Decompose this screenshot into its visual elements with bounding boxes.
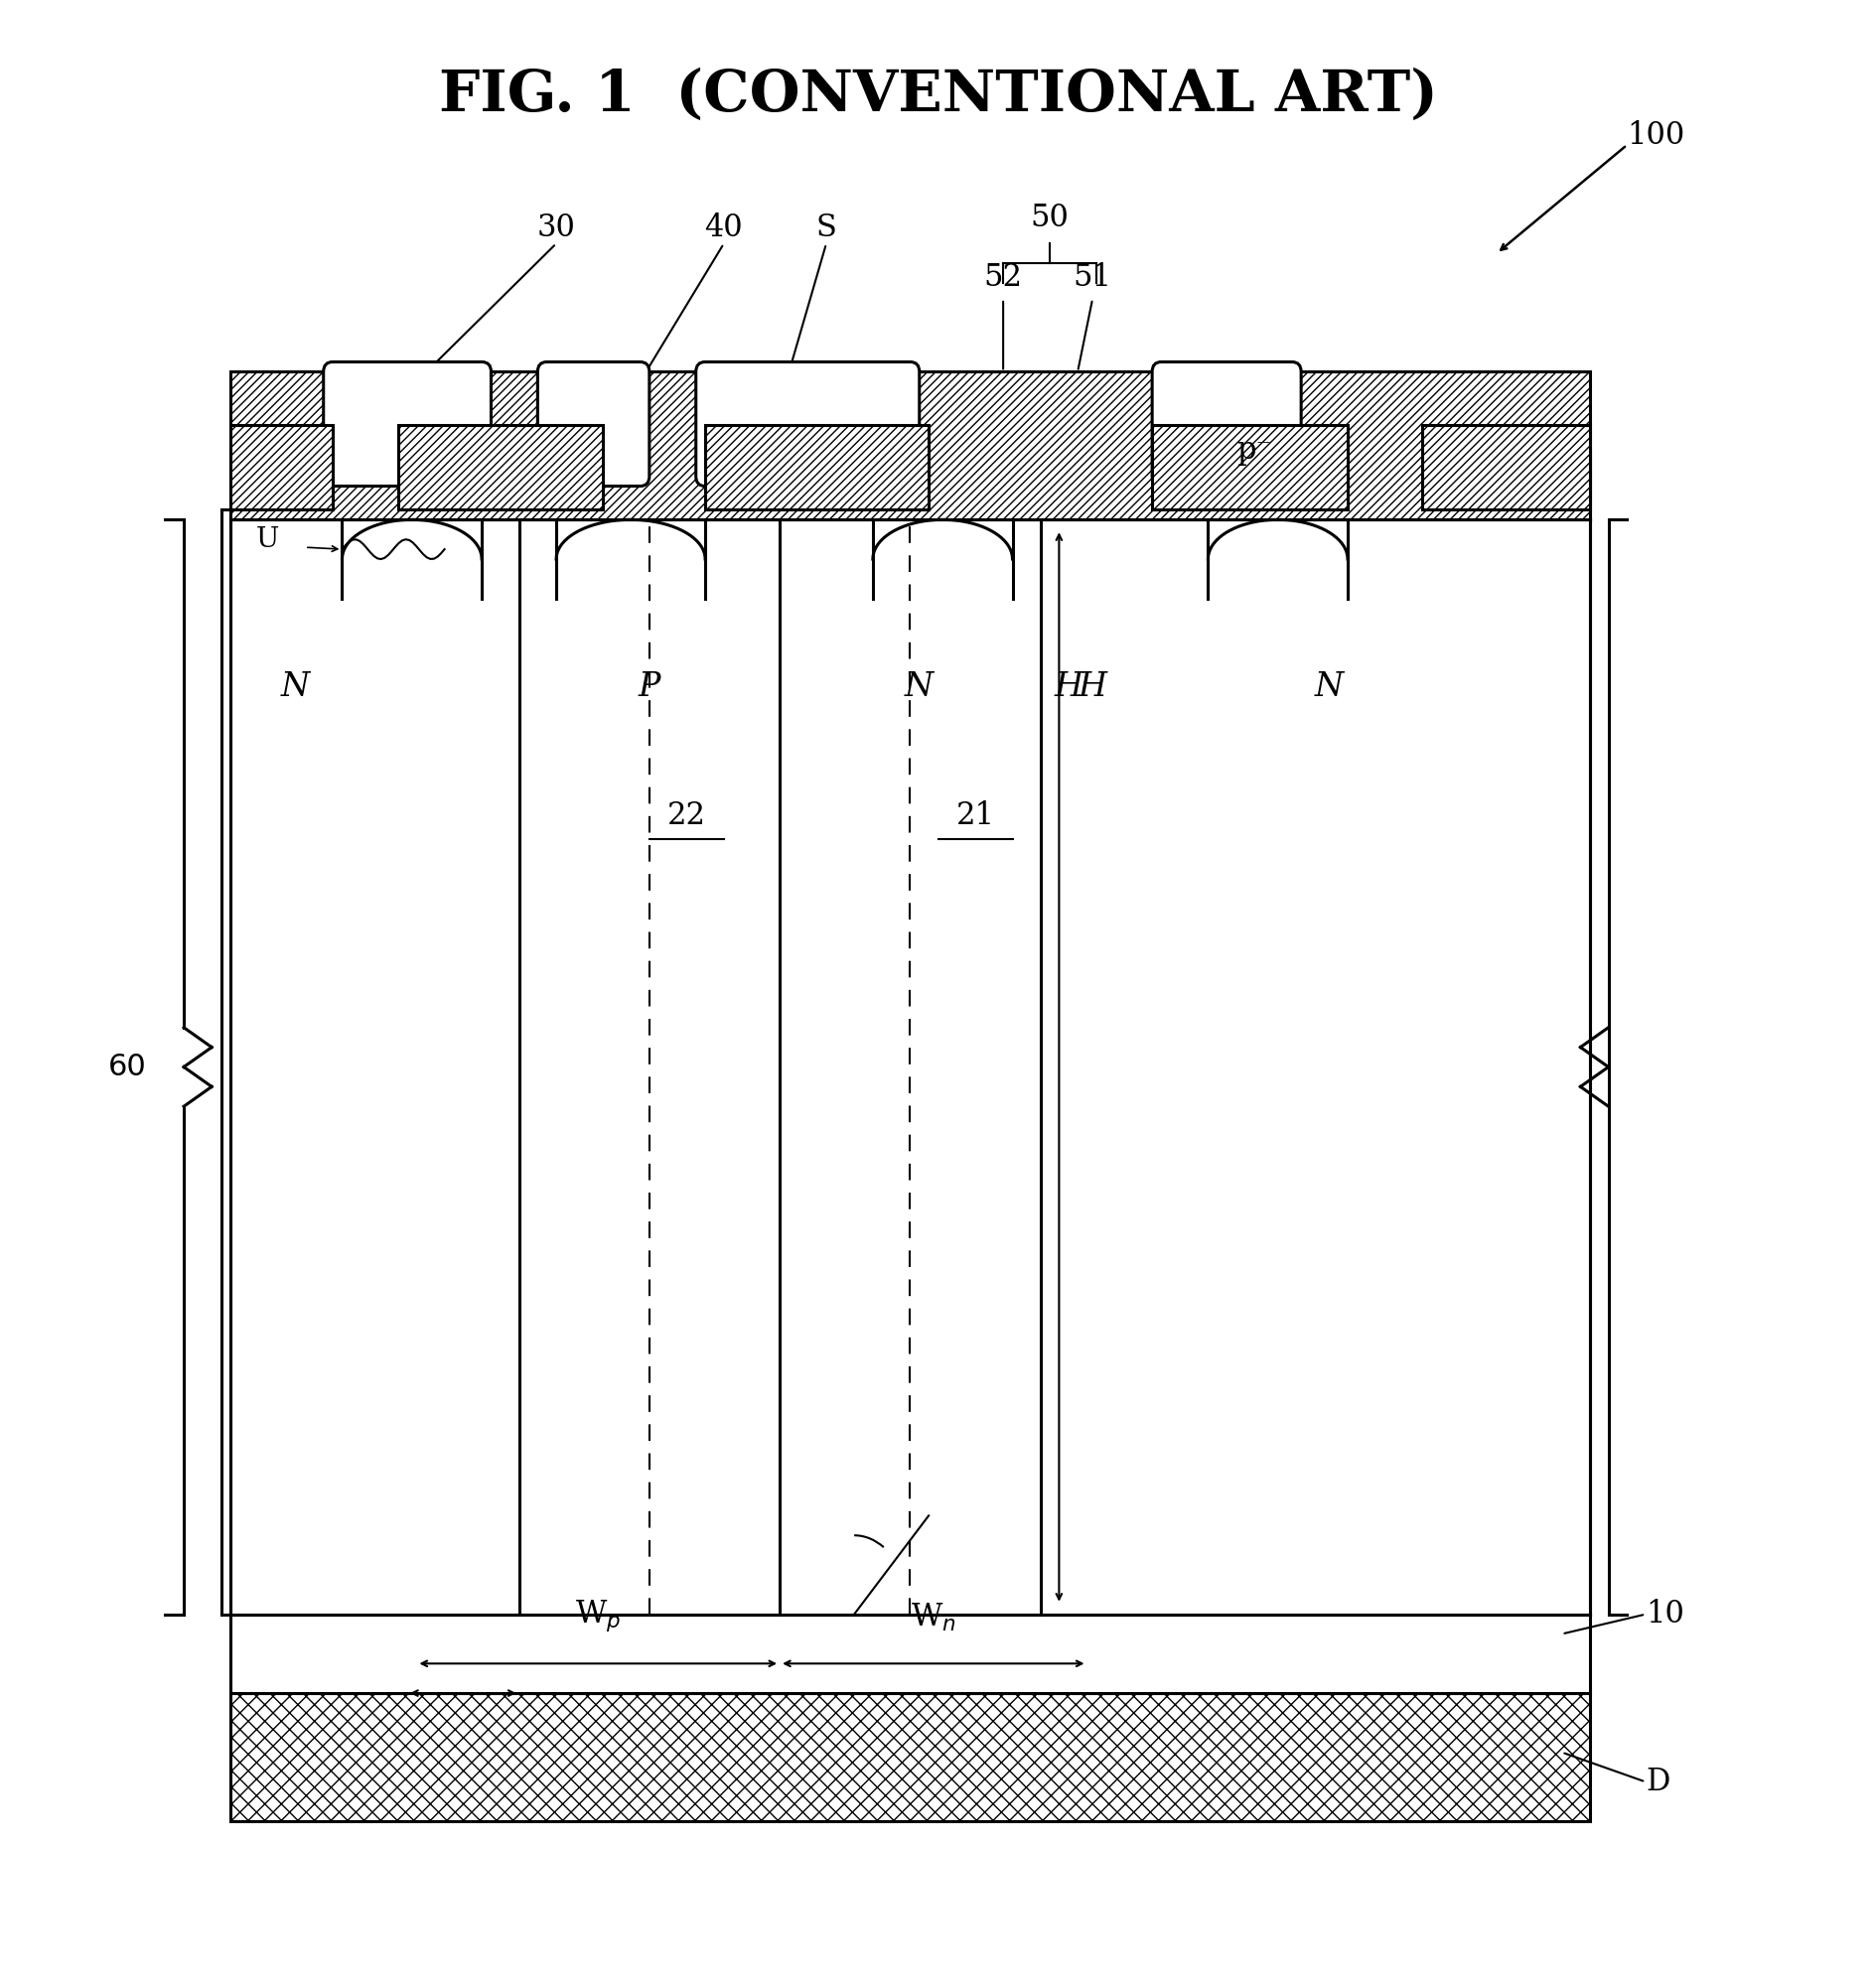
Text: W$_n$: W$_n$ [910, 1603, 957, 1634]
Text: D: D [1645, 1766, 1670, 1797]
Bar [398, 425, 602, 510]
Text: P: P [638, 671, 660, 703]
Text: 22: 22 [668, 800, 705, 832]
Text: 21: 21 [957, 800, 994, 832]
Bar [1422, 425, 1589, 510]
Text: H: H [1077, 671, 1107, 703]
Text: 10: 10 [1645, 1599, 1685, 1631]
FancyBboxPatch shape [538, 361, 649, 487]
Bar [705, 425, 929, 510]
Bar [231, 1694, 1589, 1821]
Text: 30: 30 [537, 213, 576, 244]
Bar [231, 451, 1589, 520]
FancyBboxPatch shape [323, 361, 492, 487]
Text: S: S [816, 213, 837, 244]
FancyBboxPatch shape [696, 361, 919, 487]
Text: 51: 51 [1073, 262, 1112, 292]
Bar [231, 1615, 1589, 1694]
Text: H: H [1054, 671, 1082, 703]
Text: W$_p$: W$_p$ [576, 1599, 621, 1634]
Text: U: U [255, 526, 280, 552]
Bar [231, 1694, 1589, 1821]
Bar [231, 425, 332, 510]
Text: 100: 100 [1626, 119, 1685, 151]
Bar [1152, 425, 1347, 510]
Bar [231, 520, 1589, 1615]
Text: N: N [281, 671, 310, 703]
Bar [705, 425, 929, 510]
Bar [231, 371, 1589, 520]
Text: 52: 52 [983, 262, 1022, 292]
Text: p⁻: p⁻ [1253, 435, 1293, 467]
Text: N: N [1315, 671, 1343, 703]
Bar [398, 425, 602, 510]
Text: δ: δ [870, 385, 893, 419]
Text: 50: 50 [1030, 203, 1069, 234]
Text: FIG. 1  (CONVENTIONAL ART): FIG. 1 (CONVENTIONAL ART) [439, 68, 1437, 123]
Text: 60: 60 [109, 1053, 146, 1080]
Bar [231, 425, 332, 510]
Text: p⁻: p⁻ [1236, 435, 1272, 467]
Text: 40: 40 [705, 213, 743, 244]
FancyBboxPatch shape [1152, 361, 1302, 487]
Bar [1152, 425, 1347, 510]
Text: N: N [904, 671, 934, 703]
Bar [231, 371, 1589, 520]
Bar [1422, 425, 1589, 510]
